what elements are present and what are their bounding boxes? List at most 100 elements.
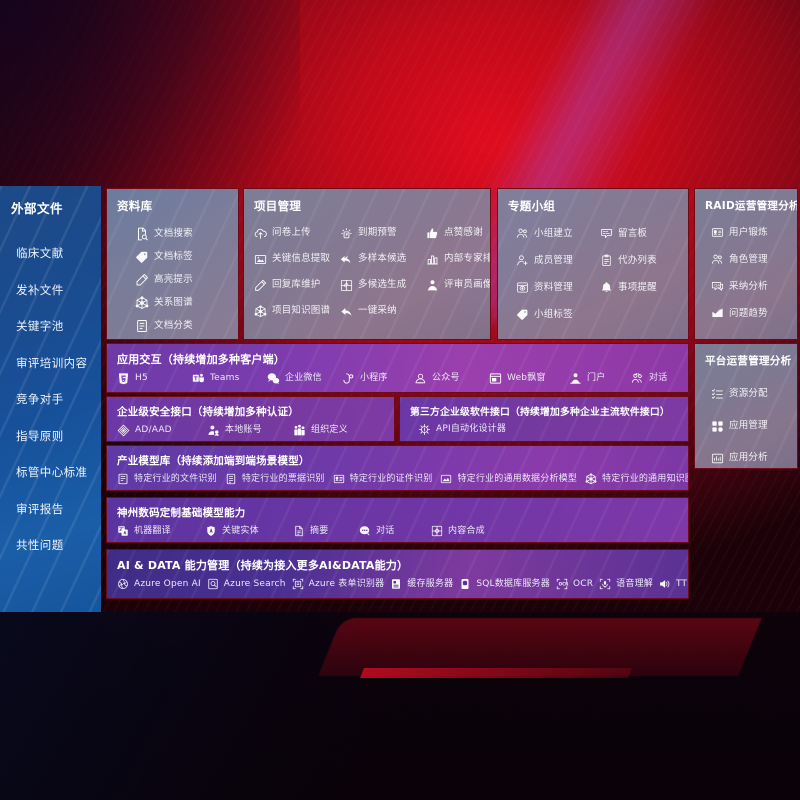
- project-item-reply-library[interactable]: 回复库维护: [254, 272, 340, 298]
- form-recognizer-icon: [292, 578, 304, 590]
- project-item-multi-candidate[interactable]: 多候选生成: [340, 272, 426, 298]
- teams-icon: [192, 372, 205, 385]
- ai-item-cache-server[interactable]: 缓存服务器: [390, 578, 453, 590]
- ai-item-speech-understanding[interactable]: 语音理解: [599, 578, 653, 590]
- project-item-reviewer-profile[interactable]: 评审员画像: [426, 272, 490, 298]
- receipt-recognize-icon: [225, 473, 237, 485]
- project-item-label: 问卷上传: [272, 227, 311, 239]
- sidebar-item-keyword-pool[interactable]: 关键字池: [16, 319, 64, 333]
- industry-item-label: 特定行业的文件识别: [134, 473, 217, 484]
- band-ai-data: AI & DATA 能力管理（持续为接入更多AI&DATA能力） Azure O…: [106, 549, 689, 599]
- app-item-miniprogram[interactable]: 小程序: [342, 372, 414, 385]
- base-item-content-synthesis[interactable]: 内容合成: [431, 525, 485, 537]
- raid-item-adoption-analysis[interactable]: QA 采纳分析: [711, 273, 797, 300]
- sidebar-item-review-report[interactable]: 审评报告: [16, 501, 64, 516]
- industry-item-knowledge-graph-model[interactable]: 特定行业的通用知识图谱模型: [585, 473, 688, 485]
- project-item-multi-sample[interactable]: 多样本候选: [340, 246, 426, 272]
- group-item-label: 成员管理: [534, 254, 573, 266]
- sidebar-item-guidelines[interactable]: 指导原则: [16, 428, 64, 443]
- library-item-label: 高亮提示: [154, 273, 193, 285]
- sidebar-item-clinical-literature[interactable]: 临床文献: [16, 246, 64, 260]
- industry-item-file-recognition[interactable]: 特定行业的文件识别: [117, 473, 217, 485]
- app-item-wecom[interactable]: 企业微信: [267, 372, 342, 385]
- project-item-thanks[interactable]: 点赞感谢: [426, 220, 490, 246]
- base-item-label: 对话: [376, 525, 395, 536]
- tts-icon: [659, 578, 671, 590]
- security-item-org-define[interactable]: 组织定义: [293, 424, 348, 437]
- sidebar-item-supplement-files[interactable]: 发补文件: [16, 282, 64, 297]
- thirdparty-item-api-designer[interactable]: API自动化设计器: [418, 423, 506, 436]
- user-card-icon: [711, 226, 724, 239]
- qa-chat-icon: QA: [711, 280, 724, 293]
- library-item-document-classify[interactable]: 文档分类: [135, 314, 238, 337]
- file-recognize-icon: [117, 473, 129, 485]
- library-item-highlight[interactable]: 高亮提示: [135, 268, 238, 291]
- ai-item-sql-database[interactable]: SQL数据库服务器: [459, 578, 550, 590]
- platform-item-resource-allocation[interactable]: 资源分配: [711, 378, 797, 410]
- group-item-member-management[interactable]: 成员管理: [516, 247, 600, 274]
- library-item-label: 文档分类: [154, 319, 193, 331]
- ai-item-ocr[interactable]: OCR OCR: [556, 578, 593, 590]
- raid-item-issue-trend[interactable]: 问题趋势: [711, 300, 797, 327]
- band-app-interaction: 应用交互（持续增加多种客户端） H5: [106, 343, 689, 393]
- industry-item-data-analysis-model[interactable]: 特定行业的通用数据分析模型: [440, 473, 577, 485]
- project-item-questionnaire-upload[interactable]: 问卷上传: [254, 220, 340, 246]
- group-item-reminder[interactable]: 事项提醒: [600, 274, 688, 301]
- library-item-document-tag[interactable]: 文档标签: [135, 245, 238, 268]
- ai-item-tts[interactable]: TTS: [659, 578, 688, 590]
- security-item-local-account[interactable]: 本地账号: [207, 424, 293, 437]
- app-item-label: 对话: [649, 373, 668, 383]
- group-item-group-tag[interactable]: 小组标签: [516, 301, 600, 328]
- band-app-interaction-title: 应用交互（持续增加多种客户端）: [117, 353, 285, 366]
- group-item-label: 小组建立: [534, 227, 573, 239]
- sidebar-item-common-issues[interactable]: 共性问题: [16, 538, 64, 552]
- dialog-icon: [631, 372, 644, 385]
- sidebar-item-standards-center[interactable]: 标管中心标准: [16, 465, 88, 479]
- sidebar-item-competitors[interactable]: 竞争对手: [16, 392, 64, 406]
- band-app-interaction-items: H5 Teams: [107, 367, 688, 385]
- industry-item-id-recognition[interactable]: 特定行业的证件识别: [333, 473, 433, 485]
- app-item-h5[interactable]: H5: [117, 372, 192, 385]
- archive-box-icon: [516, 281, 529, 294]
- platform-item-app-analysis[interactable]: 应用分析: [711, 442, 797, 468]
- industry-item-receipt-recognition[interactable]: 特定行业的票据识别: [225, 473, 325, 485]
- base-item-label: 机器翻译: [134, 525, 171, 536]
- group-item-create-group[interactable]: 小组建立: [516, 220, 600, 247]
- raid-item-user-portrait[interactable]: 用户锻炼: [711, 219, 797, 246]
- task-list-icon: [711, 388, 724, 401]
- entity-icon: [205, 525, 217, 537]
- security-item-ad-aad[interactable]: AD/AAD: [117, 424, 207, 437]
- raid-item-role-management[interactable]: 角色管理: [711, 246, 797, 273]
- project-item-knowledge-graph[interactable]: 项目知识图谱: [254, 298, 340, 324]
- app-item-portal[interactable]: 门户: [569, 372, 631, 385]
- app-item-official-account[interactable]: 公众号: [414, 372, 489, 385]
- platform-item-app-management[interactable]: 应用管理: [711, 410, 797, 442]
- group-item-message-board[interactable]: 留言板: [600, 220, 688, 247]
- group-item-todo-list[interactable]: 代办列表: [600, 247, 688, 274]
- app-item-dialog[interactable]: 对话: [631, 372, 667, 385]
- base-item-summary[interactable]: 摘要: [293, 525, 359, 537]
- group-item-label: 事项提醒: [618, 281, 657, 293]
- base-item-machine-translation[interactable]: 机器翻译: [117, 525, 205, 537]
- base-item-dialog[interactable]: 对话: [359, 525, 431, 537]
- group-item-material-management[interactable]: 资料管理: [516, 274, 600, 301]
- panel-group: 专题小组 小组建立 留言: [497, 188, 689, 340]
- ai-item-form-recognizer[interactable]: Azure 表单识别器: [292, 578, 385, 590]
- project-item-one-click-adopt[interactable]: 一键采纳: [340, 298, 426, 324]
- industry-item-label: 特定行业的通用知识图谱模型: [602, 473, 688, 484]
- project-item-expert-ranking[interactable]: 内部专家排名: [426, 246, 490, 272]
- reply-icon: [340, 305, 353, 318]
- base-item-key-entity[interactable]: 关键实体: [205, 525, 293, 537]
- library-item-relation-graph[interactable]: 关系图谱: [135, 291, 238, 314]
- panel-platform-title: 平台运营管理分析: [705, 355, 792, 367]
- industry-item-label: 特定行业的通用数据分析模型: [457, 473, 578, 484]
- project-item-key-info-extract[interactable]: 关键信息提取: [254, 246, 340, 272]
- app-item-teams[interactable]: Teams: [192, 372, 267, 385]
- library-item-document-search[interactable]: 文档搜索: [135, 222, 238, 245]
- ai-item-azure-search[interactable]: Azure Search: [207, 578, 286, 590]
- sidebar-item-review-training[interactable]: 审评培训内容: [16, 355, 88, 370]
- project-item-due-alert[interactable]: 到期预警: [340, 220, 426, 246]
- ai-item-azure-openai[interactable]: Azure Open AI: [117, 578, 201, 590]
- project-item-label: 到期预警: [358, 227, 397, 239]
- app-item-web-window[interactable]: Web飘窗: [489, 372, 569, 385]
